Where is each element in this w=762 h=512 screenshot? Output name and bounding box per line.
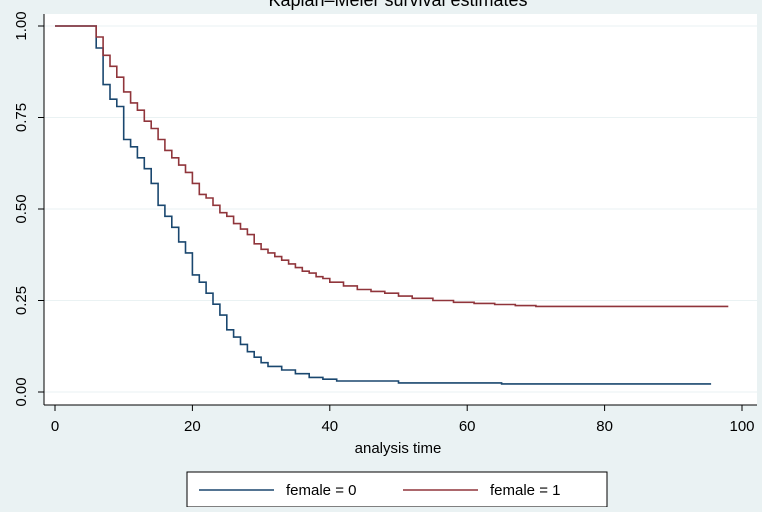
- axes: 0.00 0.25 0.50 0.75 1.00 0 20 40 60 80 100: [13, 11, 757, 435]
- x-tick-label: 60: [459, 418, 476, 435]
- legend-label: female = 0: [286, 482, 356, 499]
- series-line-female-1: [55, 25, 729, 308]
- legend-label: female = 1: [490, 482, 560, 499]
- x-tick-label: 20: [184, 418, 201, 435]
- y-tick-label: 1.00: [13, 11, 30, 40]
- gridlines: [44, 25, 757, 393]
- y-tick-label: 0.50: [13, 194, 30, 223]
- y-tick-label: 0.75: [13, 103, 30, 132]
- series-line-female-0: [55, 25, 712, 385]
- chart-title: Kaplan–Meier survival estimates: [268, 0, 527, 10]
- x-tick-label: 80: [596, 418, 613, 435]
- x-tick-label: 100: [729, 418, 754, 435]
- y-tick-label: 0.00: [13, 377, 30, 406]
- legend: female = 0 female = 1: [186, 471, 608, 508]
- x-tick-label: 40: [321, 418, 338, 435]
- y-tick-label: 0.25: [13, 286, 30, 315]
- series-lines: [55, 25, 729, 385]
- x-tick-label: 0: [51, 418, 59, 435]
- x-axis-label: analysis time: [355, 440, 442, 457]
